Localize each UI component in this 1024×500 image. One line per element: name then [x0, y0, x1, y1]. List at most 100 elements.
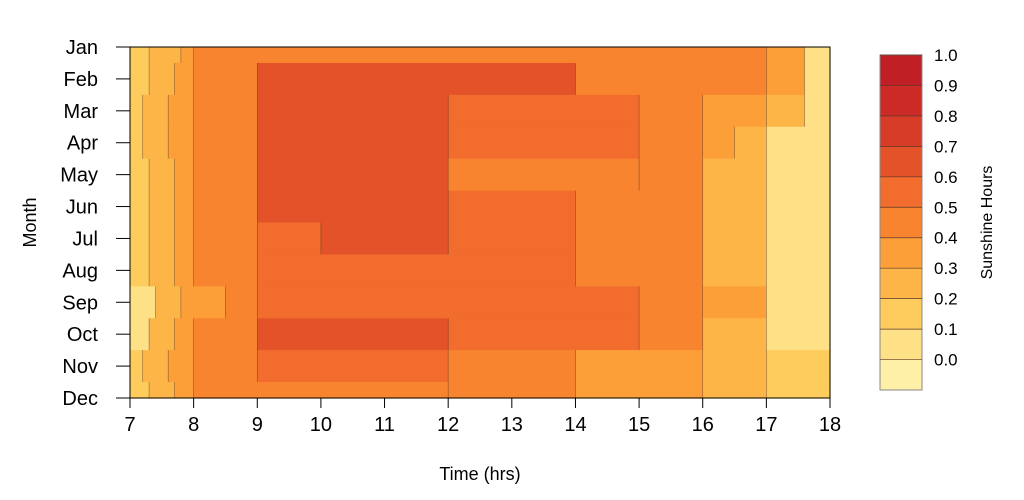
contour-band-jul-1: [149, 222, 176, 256]
contour-band-may-4: [257, 158, 449, 192]
contour-band-dec-5: [575, 382, 704, 399]
y-tick-label-sep: Sep: [62, 292, 98, 314]
contour-band-sep-4: [257, 286, 640, 319]
contour-band-jan-1: [149, 47, 182, 64]
colorbar-swatch-9: [880, 85, 922, 117]
contour-band-may-0: [130, 158, 150, 192]
contour-band-dec-2: [174, 382, 195, 399]
colorbar-label-10: 1.0: [934, 46, 958, 65]
contour-band-nov-1: [142, 350, 169, 383]
contour-band-may-7: [702, 158, 767, 192]
contour-band-feb-2: [174, 62, 195, 96]
contour-band-jul-2: [174, 222, 195, 256]
contour-band-sep-7: [766, 286, 831, 319]
y-tick-label-aug: Aug: [62, 260, 98, 282]
x-tick-label-10: 10: [310, 414, 332, 436]
contour-band-may-1: [149, 158, 176, 192]
contour-band-jun-1: [149, 190, 176, 224]
contour-band-apr-8: [734, 126, 767, 160]
x-tick-label-12: 12: [437, 414, 459, 436]
contour-band-dec-0: [130, 382, 150, 399]
contour-band-aug-0: [130, 254, 150, 287]
contour-band-jan-4: [766, 47, 806, 64]
contour-band-feb-3: [193, 62, 258, 96]
y-axis-label: Month: [20, 197, 40, 247]
contour-band-oct-5: [448, 318, 640, 351]
contour-band-jun-4: [257, 190, 449, 224]
colorbar-label-8: 0.8: [934, 107, 958, 126]
y-tick-label-dec: Dec: [62, 388, 98, 410]
contour-band-sep-0: [130, 286, 157, 319]
colorbar-label-2: 0.2: [934, 290, 958, 309]
x-tick-label-11: 11: [374, 414, 395, 436]
y-tick-label-jun: Jun: [66, 197, 98, 219]
contour-band-nov-4: [257, 350, 449, 383]
contour-band-sep-5: [639, 286, 704, 319]
contour-band-oct-3: [193, 318, 258, 351]
contour-band-oct-1: [149, 318, 176, 351]
contour-band-aug-4: [257, 254, 577, 287]
contour-band-may-3: [193, 158, 258, 192]
contour-band-sep-6: [702, 286, 767, 319]
contour-band-nov-0: [130, 350, 144, 383]
x-tick-label-17: 17: [755, 414, 777, 436]
y-axis: Jan Feb Mar Apr May Jun Jul Aug Sep Oct Nov Dec: [60, 37, 131, 410]
contour-band-apr-7: [702, 126, 736, 160]
y-tick-label-apr: Apr: [67, 133, 98, 155]
x-tick-label-16: 16: [692, 414, 714, 436]
contour-band-jul-0: [130, 222, 150, 256]
contour-band-jul-8: [702, 222, 767, 256]
contour-band-may-6: [639, 158, 704, 192]
contour-band-oct-2: [174, 318, 195, 351]
colorbar-swatch-5: [880, 207, 922, 239]
contour-band-oct-7: [702, 318, 767, 351]
contour-band-aug-5: [575, 254, 704, 287]
contour-band-feb-6: [766, 62, 806, 96]
contour-band-aug-3: [193, 254, 258, 287]
contour-band-nov-2: [168, 350, 195, 383]
x-tick-label-18: 18: [819, 414, 841, 436]
contour-band-sep-1: [155, 286, 182, 319]
contour-band-jul-5: [320, 222, 449, 256]
colorbar-swatch-2: [880, 298, 922, 330]
y-tick-label-mar: Mar: [64, 101, 99, 123]
contour-band-aug-2: [174, 254, 195, 287]
contour-band-apr-4: [257, 126, 449, 160]
contour-band-apr-0: [130, 126, 144, 160]
x-axis: 7 8 9 10 11 12 13 14 15 16 17 18: [124, 397, 841, 436]
colorbar-label-1: 0.1: [934, 320, 958, 339]
contour-band-feb-5: [575, 62, 767, 96]
contour-band-mar-0: [130, 94, 144, 128]
colorbar-swatch-3: [880, 268, 922, 300]
contour-band-jun-7: [702, 190, 767, 224]
contour-band-oct-4: [257, 318, 449, 351]
contour-band-nov-3: [193, 350, 258, 383]
contour-band-jan-5: [804, 47, 831, 64]
contour-band-jan-3: [193, 47, 767, 64]
colorbar-swatch-4: [880, 237, 922, 269]
contour-band-jun-2: [174, 190, 195, 224]
contour-band-jun-8: [766, 190, 831, 224]
contour-band-dec-7: [766, 382, 831, 399]
contour-band-oct-6: [639, 318, 704, 351]
x-axis-label: Time (hrs): [439, 464, 520, 484]
contour-band-oct-0: [130, 318, 150, 351]
contour-band-nov-5: [448, 350, 577, 383]
contour-band-mar-5: [448, 94, 640, 128]
contour-band-apr-9: [766, 126, 831, 160]
colorbar-swatch-6: [880, 176, 922, 208]
contour-band-dec-6: [702, 382, 767, 399]
contour-band-jul-7: [575, 222, 704, 256]
contour-band-mar-9: [804, 94, 831, 128]
colorbar-title: Sunshine Hours: [979, 166, 996, 280]
contour-band-aug-6: [702, 254, 767, 287]
y-tick-label-nov: Nov: [62, 356, 98, 378]
y-tick-label-may: May: [60, 165, 98, 187]
colorbar-label-0: 0.0: [934, 351, 958, 370]
colorbar: 0.0 0.1 0.2 0.3 0.4 0.5 0.6 0.7 0.8 0.9 1.0: [879, 46, 958, 391]
y-tick-label-feb: Feb: [64, 69, 98, 91]
contour-band-dec-3: [193, 382, 449, 399]
colorbar-swatch-1: [880, 329, 922, 360]
y-tick-label-jul: Jul: [72, 228, 98, 250]
contour-band-mar-3: [193, 94, 258, 128]
